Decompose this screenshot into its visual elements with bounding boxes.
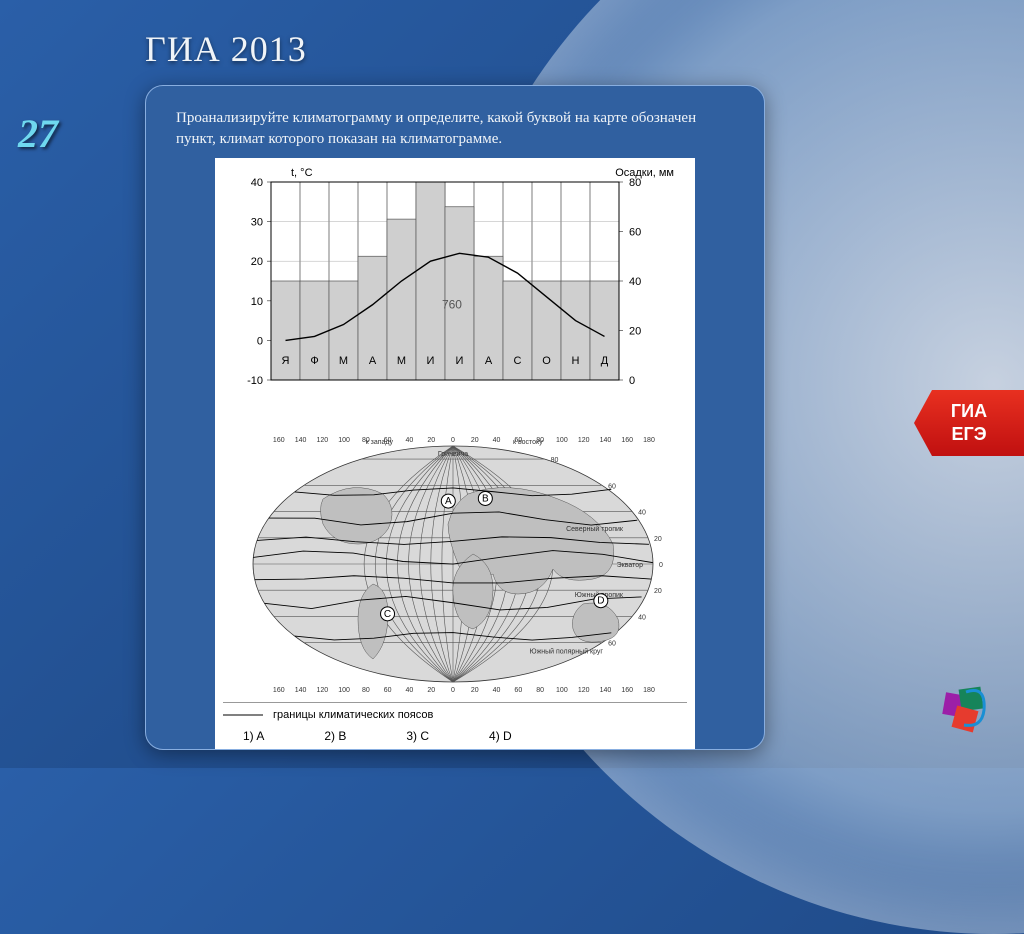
svg-text:20: 20: [654, 588, 662, 595]
svg-text:D: D: [597, 596, 604, 607]
svg-text:120: 120: [316, 687, 328, 694]
svg-text:100: 100: [338, 687, 350, 694]
svg-text:60: 60: [608, 641, 616, 648]
svg-text:80: 80: [551, 457, 559, 464]
svg-text:20: 20: [427, 437, 435, 444]
svg-text:40: 40: [406, 437, 414, 444]
legend-text: границы климатических поясов: [273, 709, 433, 721]
svg-text:180: 180: [643, 687, 655, 694]
svg-text:Осадки, мм: Осадки, мм: [615, 167, 674, 179]
svg-text:60: 60: [514, 687, 522, 694]
svg-text:М: М: [397, 355, 406, 367]
svg-text:60: 60: [629, 227, 641, 239]
svg-text:20: 20: [471, 687, 479, 694]
svg-text:t, °C: t, °C: [291, 167, 313, 179]
svg-text:20: 20: [427, 687, 435, 694]
svg-text:Гринвича: Гринвича: [438, 451, 468, 458]
svg-text:Д: Д: [601, 355, 609, 367]
svg-text:20: 20: [251, 256, 263, 268]
svg-text:80: 80: [362, 437, 370, 444]
svg-text:Южный полярный круг: Южный полярный круг: [530, 648, 604, 656]
svg-text:40: 40: [251, 177, 263, 189]
svg-text:20: 20: [654, 536, 662, 543]
svg-text:0: 0: [451, 437, 455, 444]
svg-text:Ф: Ф: [310, 355, 318, 367]
svg-text:40: 40: [638, 614, 646, 621]
svg-text:Я: Я: [282, 355, 290, 367]
svg-text:140: 140: [295, 437, 307, 444]
svg-text:Н: Н: [572, 355, 580, 367]
gia-ege-tab[interactable]: ГИА ЕГЭ: [914, 390, 1024, 456]
svg-text:40: 40: [638, 510, 646, 517]
svg-text:А: А: [485, 355, 493, 367]
svg-text:-10: -10: [247, 375, 263, 387]
question-text: Проанализируйте климатограмму и определи…: [176, 108, 734, 150]
svg-text:C: C: [384, 609, 391, 620]
climatogram: t, °C Осадки, мм -10 0 10 20 30 40 0 20 40 60 80 760 Я…: [223, 164, 687, 414]
svg-text:120: 120: [578, 687, 590, 694]
svg-text:0: 0: [257, 335, 263, 347]
answer-option[interactable]: 2) B: [324, 729, 346, 743]
svg-text:Экватор: Экватор: [617, 562, 643, 569]
svg-text:100: 100: [556, 687, 568, 694]
svg-text:80: 80: [362, 687, 370, 694]
svg-text:80: 80: [536, 687, 544, 694]
question-number: 27: [18, 110, 58, 157]
svg-text:60: 60: [514, 437, 522, 444]
svg-text:60: 60: [384, 437, 392, 444]
logo-icon: [936, 680, 996, 740]
world-map: 604020020406080к западук востокуГринвича…: [223, 424, 687, 694]
svg-text:760: 760: [442, 298, 462, 312]
redtab-line1: ГИА: [914, 400, 1024, 423]
svg-text:160: 160: [273, 437, 285, 444]
svg-text:Северный тропик: Северный тропик: [566, 525, 624, 533]
svg-text:40: 40: [493, 687, 501, 694]
svg-text:160: 160: [621, 687, 633, 694]
answer-row: 1) A 2) B 3) C 4) D: [223, 729, 687, 743]
svg-text:0: 0: [659, 562, 663, 569]
svg-text:120: 120: [316, 437, 328, 444]
svg-text:0: 0: [629, 375, 635, 387]
svg-text:0: 0: [451, 687, 455, 694]
svg-text:О: О: [542, 355, 551, 367]
svg-text:30: 30: [251, 217, 263, 229]
svg-text:140: 140: [600, 437, 612, 444]
svg-text:180: 180: [643, 437, 655, 444]
svg-text:С: С: [514, 355, 522, 367]
svg-text:160: 160: [273, 687, 285, 694]
svg-text:120: 120: [578, 437, 590, 444]
svg-text:60: 60: [384, 687, 392, 694]
content-panel: Проанализируйте климатограмму и определи…: [145, 85, 765, 750]
svg-text:140: 140: [600, 687, 612, 694]
svg-text:80: 80: [629, 177, 641, 189]
svg-text:100: 100: [338, 437, 350, 444]
svg-text:20: 20: [629, 326, 641, 338]
svg-text:40: 40: [493, 437, 501, 444]
svg-text:40: 40: [406, 687, 414, 694]
answer-option[interactable]: 4) D: [489, 729, 512, 743]
svg-text:И: И: [456, 355, 464, 367]
svg-text:М: М: [339, 355, 348, 367]
map-legend: границы климатических поясов: [223, 702, 687, 721]
page-title: ГИА 2013: [145, 28, 307, 70]
svg-text:20: 20: [471, 437, 479, 444]
figure-sheet: t, °C Осадки, мм -10 0 10 20 30 40 0 20 40 60 80 760 Я…: [215, 158, 695, 750]
svg-text:И: И: [427, 355, 435, 367]
svg-text:А: А: [369, 355, 377, 367]
svg-text:140: 140: [295, 687, 307, 694]
svg-text:A: A: [445, 496, 452, 507]
svg-text:B: B: [482, 493, 489, 504]
svg-text:160: 160: [621, 437, 633, 444]
redtab-line2: ЕГЭ: [914, 423, 1024, 446]
svg-text:100: 100: [556, 437, 568, 444]
svg-text:10: 10: [251, 296, 263, 308]
svg-text:40: 40: [629, 276, 641, 288]
svg-text:80: 80: [536, 437, 544, 444]
answer-option[interactable]: 1) A: [243, 729, 264, 743]
answer-option[interactable]: 3) C: [406, 729, 429, 743]
